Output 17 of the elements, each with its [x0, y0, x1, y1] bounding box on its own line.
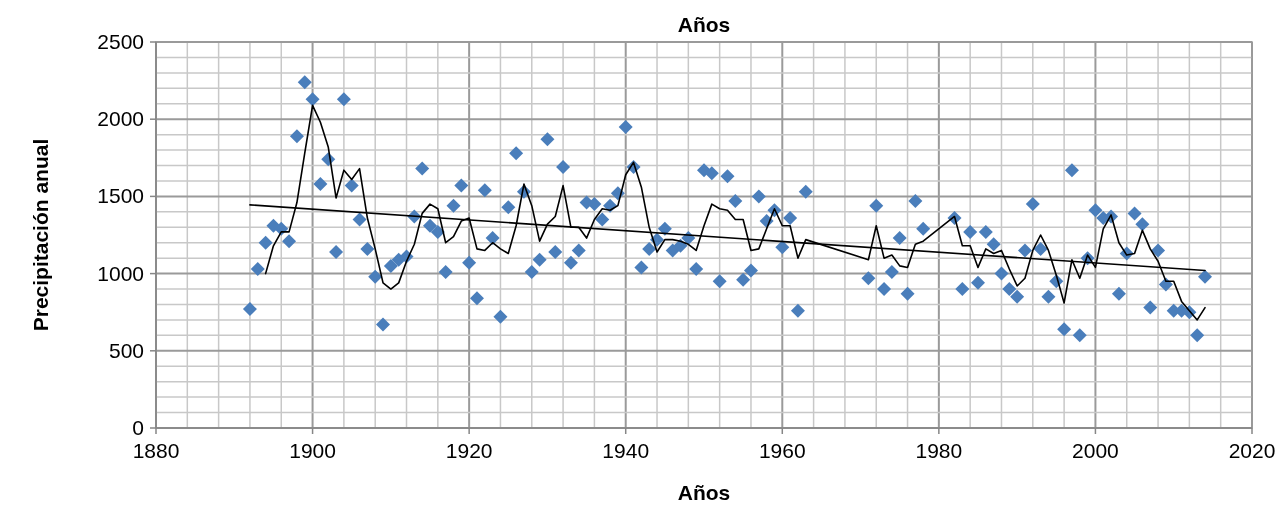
y-tick-label: 1000 — [97, 261, 144, 285]
x-axis-title: Años — [677, 481, 731, 504]
y-tick-label: 500 — [108, 338, 144, 362]
chart-title: Años — [677, 13, 731, 36]
y-tick-label: 2000 — [97, 107, 144, 131]
x-tick-label: 1920 — [445, 439, 493, 462]
x-tick-label: 1960 — [758, 439, 806, 462]
x-tick-label: 1900 — [289, 439, 336, 462]
x-tick-label: 1980 — [915, 439, 963, 462]
y-axis-title: Precipitación anual — [29, 138, 52, 332]
y-tick-label: 0 — [132, 416, 144, 439]
x-tick-label: 1880 — [132, 439, 180, 462]
x-tick-label: 2000 — [1072, 439, 1119, 462]
y-tick-label: 2500 — [97, 30, 144, 53]
x-tick-label: 1940 — [602, 439, 650, 462]
x-tick-label: 2020 — [1228, 439, 1276, 462]
y-tick-label: 1500 — [97, 184, 144, 208]
